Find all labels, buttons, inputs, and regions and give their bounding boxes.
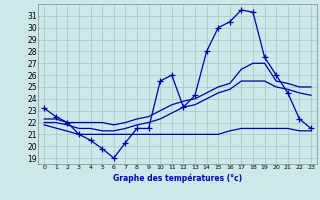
- X-axis label: Graphe des températures (°c): Graphe des températures (°c): [113, 173, 242, 183]
